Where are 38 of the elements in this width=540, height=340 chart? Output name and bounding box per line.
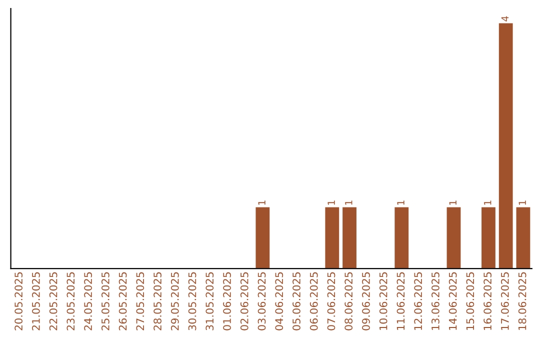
x-tick-label: 02.06.2025: [240, 272, 248, 330]
x-tick-label: 08.06.2025: [344, 272, 353, 330]
data-label: 4: [501, 16, 509, 22]
x-tick-label: 09.06.2025: [362, 272, 370, 330]
data-label: 1: [328, 200, 335, 205]
x-tick-label: 10.06.2025: [379, 272, 388, 330]
x-tick-label: 11.06.2025: [396, 272, 405, 330]
data-label: 1: [449, 200, 456, 205]
x-tick-label: 15.06.2025: [466, 272, 474, 330]
x-tick-label: 06.06.2025: [310, 272, 318, 330]
x-tick-label: 30.05.2025: [188, 272, 196, 330]
x-tick-label: 01.06.2025: [223, 272, 231, 330]
x-tick-label: 20.05.2025: [14, 272, 23, 330]
x-tick-label: 16.06.2025: [484, 272, 492, 330]
x-tick-label: 29.05.2025: [170, 272, 179, 330]
x-tick-label: 31.05.2025: [206, 272, 214, 330]
x-tick-label: 21.05.2025: [32, 272, 40, 330]
x-tick-label: 05.06.2025: [292, 272, 300, 330]
data-label: 1: [397, 200, 404, 205]
data-label: 1: [345, 200, 352, 205]
x-tick-label: 07.06.2025: [327, 272, 336, 330]
x-tick-label: 03.06.2025: [258, 272, 266, 330]
data-label: 1: [518, 200, 526, 205]
x-tick-label: 24.05.2025: [84, 272, 92, 330]
data-label: 1: [484, 200, 492, 205]
x-tick-label: 18.06.2025: [518, 272, 526, 330]
x-tick-label: 26.05.2025: [118, 272, 127, 330]
x-tick-label: 13.06.2025: [432, 272, 440, 330]
x-tick-label: 04.06.2025: [275, 272, 284, 330]
data-label: 1: [258, 200, 266, 205]
x-tick-label: 12.06.2025: [414, 272, 422, 330]
x-tick-label: 25.05.2025: [101, 272, 110, 330]
x-tick-label: 23.05.2025: [66, 272, 75, 330]
x-tick-label: 27.05.2025: [136, 272, 144, 330]
x-tick-label: 17.06.2025: [500, 272, 509, 330]
x-tick-label: 28.05.2025: [154, 272, 162, 330]
x-tick-label: 22.05.2025: [49, 272, 58, 330]
x-tick-label: 14.06.2025: [448, 272, 457, 330]
